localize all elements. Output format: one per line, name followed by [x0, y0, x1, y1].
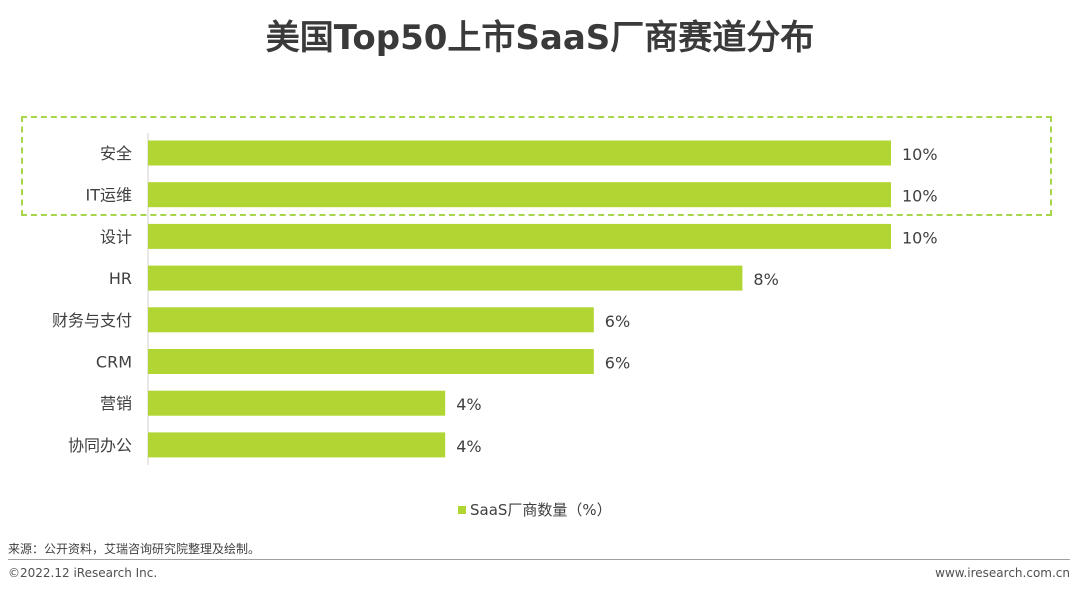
category-label: 协同办公: [68, 436, 132, 455]
website: www.iresearch.com.cn: [935, 566, 1070, 580]
highlight-box: [21, 116, 1052, 216]
legend-swatch: [458, 505, 466, 514]
source-note: 来源：公开资料，艾瑞咨询研究院整理及绘制。: [8, 542, 261, 556]
bar: [148, 182, 891, 208]
copyright: ©2022.12 iResearch Inc.: [8, 566, 158, 580]
bar-chart: 安全 10% IT运维 10% 设计 10% HR 8% 财务与支付 6% CRM 6% 营销 4% 协同办…: [52, 133, 938, 465]
footer-divider: [8, 559, 1070, 560]
bar: [148, 265, 743, 291]
value-label: 10%: [902, 228, 938, 247]
category-label: 设计: [100, 227, 132, 246]
bar: [148, 349, 594, 374]
value-label: 4%: [456, 437, 481, 456]
value-label: 10%: [902, 145, 938, 164]
chart-title: 美国Top50上市SaaS厂商赛道分布: [265, 18, 815, 58]
category-label: 财务与支付: [52, 311, 132, 330]
bar: [148, 390, 446, 416]
category-label: CRM: [96, 353, 132, 372]
value-label: 6%: [605, 312, 630, 331]
category-label: 营销: [100, 394, 132, 413]
legend: SaaS厂商数量（%）: [458, 499, 612, 520]
legend-label: SaaS厂商数量（%）: [470, 501, 612, 519]
category-label: IT运维: [86, 186, 133, 205]
value-label: 4%: [456, 395, 481, 414]
bar: [148, 223, 891, 249]
category-label: 安全: [100, 144, 132, 163]
value-label: 10%: [902, 187, 938, 206]
bar: [148, 432, 446, 458]
bar: [148, 307, 594, 333]
category-label: HR: [109, 269, 132, 288]
value-label: 8%: [753, 270, 778, 289]
value-label: 6%: [605, 354, 630, 373]
bar: [148, 140, 891, 166]
